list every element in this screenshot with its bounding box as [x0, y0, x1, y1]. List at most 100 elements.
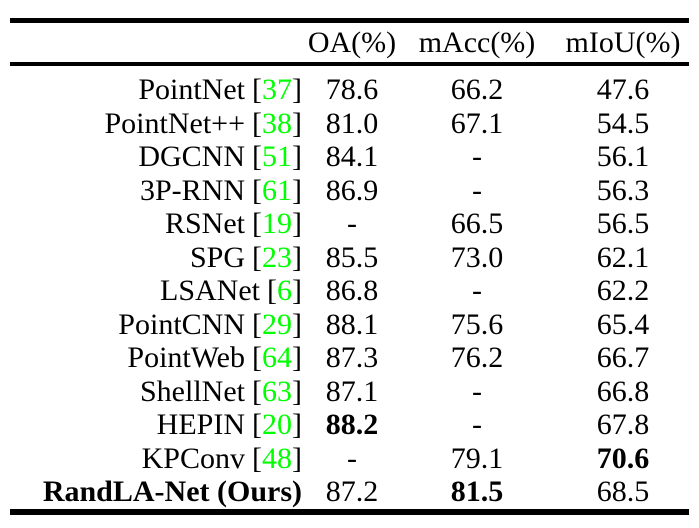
citation-close-bracket: ] [292, 408, 302, 441]
method-cell: PointWeb [64] [0, 341, 302, 375]
citation: [23] [252, 241, 302, 274]
cell-oa: 87.1 [325, 374, 379, 408]
method-cell: ShellNet [63] [0, 375, 302, 409]
citation-number[interactable]: 6 [277, 274, 292, 307]
table-row: DGCNN [51] 84.1 - 56.1 [0, 140, 699, 174]
cell-oa: 88.1 [325, 307, 379, 341]
citation-number[interactable]: 23 [262, 240, 292, 274]
method-name: 3P-RNN [139, 173, 245, 207]
citation-number[interactable]: 38 [262, 106, 292, 140]
table-row: LSANet [6] 86.8 - 62.2 [0, 274, 699, 308]
cell-oa: - [347, 441, 357, 475]
cell-oa: 87.2 [325, 475, 379, 508]
citation: [51] [252, 140, 302, 173]
cell-macc: 81.5 [450, 475, 504, 508]
citation-open-bracket: [ [252, 106, 262, 140]
citation: [38] [252, 107, 302, 140]
citation-number[interactable]: 64 [262, 341, 292, 374]
citation-number[interactable]: 61 [262, 173, 292, 207]
method-cell: KPConv [48] [0, 442, 302, 476]
table-row: ShellNet [63] 87.1 - 66.8 [0, 375, 699, 409]
citation-close-bracket: ] [292, 374, 302, 408]
table-header-row: OA(%) mAcc(%) mIoU(%) [0, 23, 699, 62]
method-name: PointNet [138, 73, 245, 106]
cell-oa: 86.8 [325, 274, 379, 307]
method-name: KPConv [141, 441, 245, 475]
method-cell: DGCNN [51] [0, 140, 302, 174]
citation-close-bracket: ] [292, 341, 302, 374]
method-name: PointNet++ [104, 106, 245, 140]
cell-miou: 62.2 [596, 274, 650, 307]
table-row: PointNet++ [38] 81.0 67.1 54.5 [0, 107, 699, 141]
citation-close-bracket: ] [292, 240, 302, 274]
cell-miou: 56.3 [596, 173, 650, 207]
cell-oa: 81.0 [325, 106, 379, 140]
method-cell: RandLA-Net (Ours) [0, 475, 302, 509]
method-cell: 3P-RNN [61] [0, 174, 302, 208]
table-row: RandLA-Net (Ours) 87.2 81.5 68.5 [0, 475, 699, 509]
table-header-rule [10, 62, 689, 66]
table-row: SPG [23] 85.5 73.0 62.1 [0, 241, 699, 275]
citation-number[interactable]: 20 [262, 408, 292, 441]
method-name: ShellNet [140, 374, 245, 408]
method-cell: PointNet++ [38] [0, 107, 302, 141]
table-top-rule [10, 18, 689, 23]
table-row: PointWeb [64] 87.3 76.2 66.7 [0, 341, 699, 375]
cell-macc: - [472, 173, 482, 207]
cell-miou: 62.1 [596, 240, 650, 274]
citation-close-bracket: ] [292, 307, 302, 341]
citation: [19] [252, 207, 302, 240]
table-row: PointCNN [29] 88.1 75.6 65.4 [0, 308, 699, 342]
citation-number[interactable]: 29 [262, 307, 292, 341]
cell-macc: - [472, 408, 482, 441]
citation: [63] [252, 375, 302, 408]
citation-open-bracket: [ [252, 374, 262, 408]
citation-close-bracket: ] [292, 140, 302, 173]
citation: [61] [252, 174, 302, 207]
citation-close-bracket: ] [292, 274, 302, 307]
citation: [48] [252, 442, 302, 475]
column-header-macc: mAcc(%) [418, 26, 536, 59]
cell-miou: 68.5 [596, 475, 650, 508]
citation-close-bracket: ] [292, 173, 302, 207]
cell-macc: - [472, 274, 482, 307]
cell-miou: 56.5 [596, 207, 650, 240]
method-cell: LSANet [6] [0, 274, 302, 308]
cell-macc: 73.0 [450, 240, 504, 274]
cell-oa: 87.3 [325, 341, 379, 374]
method-cell: SPG [23] [0, 241, 302, 275]
method-name: PointWeb [127, 341, 245, 374]
cell-oa: 84.1 [325, 140, 379, 173]
citation: [6] [267, 274, 302, 307]
citation-close-bracket: ] [292, 73, 302, 106]
citation-close-bracket: ] [292, 441, 302, 475]
cell-oa: 78.6 [325, 73, 379, 106]
cell-macc: 66.2 [450, 73, 504, 106]
citation-close-bracket: ] [292, 207, 302, 240]
table-bottom-rule [10, 508, 689, 515]
citation-number[interactable]: 37 [262, 73, 292, 106]
citation-open-bracket: [ [252, 441, 262, 475]
citation-number[interactable]: 63 [262, 374, 292, 408]
table-row: PointNet [37] 78.6 66.2 47.6 [0, 73, 699, 107]
method-name: RandLA-Net (Ours) [42, 475, 302, 508]
cell-oa: 88.2 [325, 408, 379, 441]
cell-miou: 66.7 [596, 341, 650, 374]
citation-open-bracket: [ [252, 140, 262, 173]
cell-macc: - [472, 374, 482, 408]
method-name: HEPIN [156, 408, 245, 441]
method-name: SPG [189, 240, 245, 274]
table-row: RSNet [19] - 66.5 56.5 [0, 207, 699, 241]
citation-number[interactable]: 51 [262, 140, 292, 173]
table-row: KPConv [48] - 79.1 70.6 [0, 442, 699, 476]
citation-number[interactable]: 19 [262, 207, 292, 240]
citation: [29] [252, 308, 302, 341]
method-name: DGCNN [138, 140, 245, 173]
cell-miou: 54.5 [596, 106, 650, 140]
cell-macc: 79.1 [450, 441, 504, 475]
citation-open-bracket: [ [252, 307, 262, 341]
method-name: LSANet [160, 274, 260, 307]
column-header-miou: mIoU(%) [565, 26, 681, 59]
citation-number[interactable]: 48 [262, 441, 292, 475]
